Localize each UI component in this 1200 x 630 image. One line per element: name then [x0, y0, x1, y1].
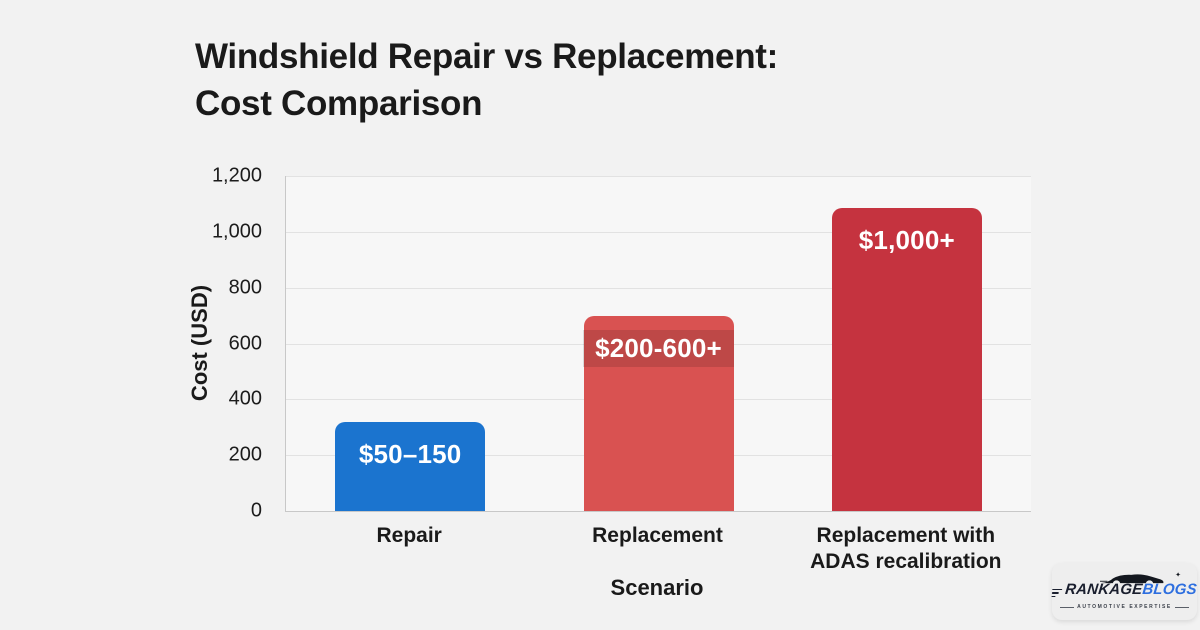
y-tick-label: 0	[250, 499, 262, 522]
bar-value-label: $50–150	[358, 438, 462, 469]
bar-value-label: $200-600+	[583, 329, 734, 367]
bar-value-label: $1,000+	[858, 225, 955, 256]
brand-wordmark: RANKAGE BLOGS	[1051, 581, 1198, 601]
x-tick-label: Replacement with ADAS recalibration	[810, 524, 1002, 574]
x-tick-label: Repair	[376, 524, 442, 547]
bar-2: $200-600+	[583, 315, 734, 511]
y-tick-label: 1,000	[211, 220, 262, 243]
brand-name-primary: RANKAGE	[1064, 581, 1144, 598]
brand-logo-card: ✦ RANKAGE BLOGS AUTOMOTIVE EXPERTISE	[1051, 563, 1198, 620]
x-axis-title: Scenario	[610, 575, 704, 600]
chart-title-line2: Cost Comparison	[195, 83, 483, 123]
gridline	[286, 176, 1031, 177]
y-tick-label: 1,200	[211, 164, 262, 187]
x-tick-label: Replacement	[592, 524, 723, 547]
bar-1: $50–150	[335, 421, 486, 511]
gridline	[286, 231, 1031, 233]
plot-area: $50–150 $200-600+ $1,000+	[285, 176, 1031, 512]
y-tick-label: 200	[228, 443, 262, 466]
brand-name-secondary: BLOGS	[1141, 581, 1198, 598]
y-tick-label: 400	[228, 387, 262, 410]
sparkle-icon: ✦	[1175, 572, 1181, 579]
chart-title-line1: Windshield Repair vs Replacement:	[195, 37, 778, 76]
y-tick-label: 600	[228, 332, 262, 354]
chart-title: Windshield Repair vs Replacement: Cost C…	[195, 34, 955, 128]
y-tick-label: 800	[228, 276, 262, 299]
speed-lines-icon	[1051, 588, 1063, 597]
car-silhouette-icon	[1099, 574, 1163, 584]
bar-3: $1,000+	[831, 208, 982, 511]
gridline	[286, 287, 1031, 289]
brand-tagline: AUTOMOTIVE EXPERTISE	[1060, 604, 1189, 610]
